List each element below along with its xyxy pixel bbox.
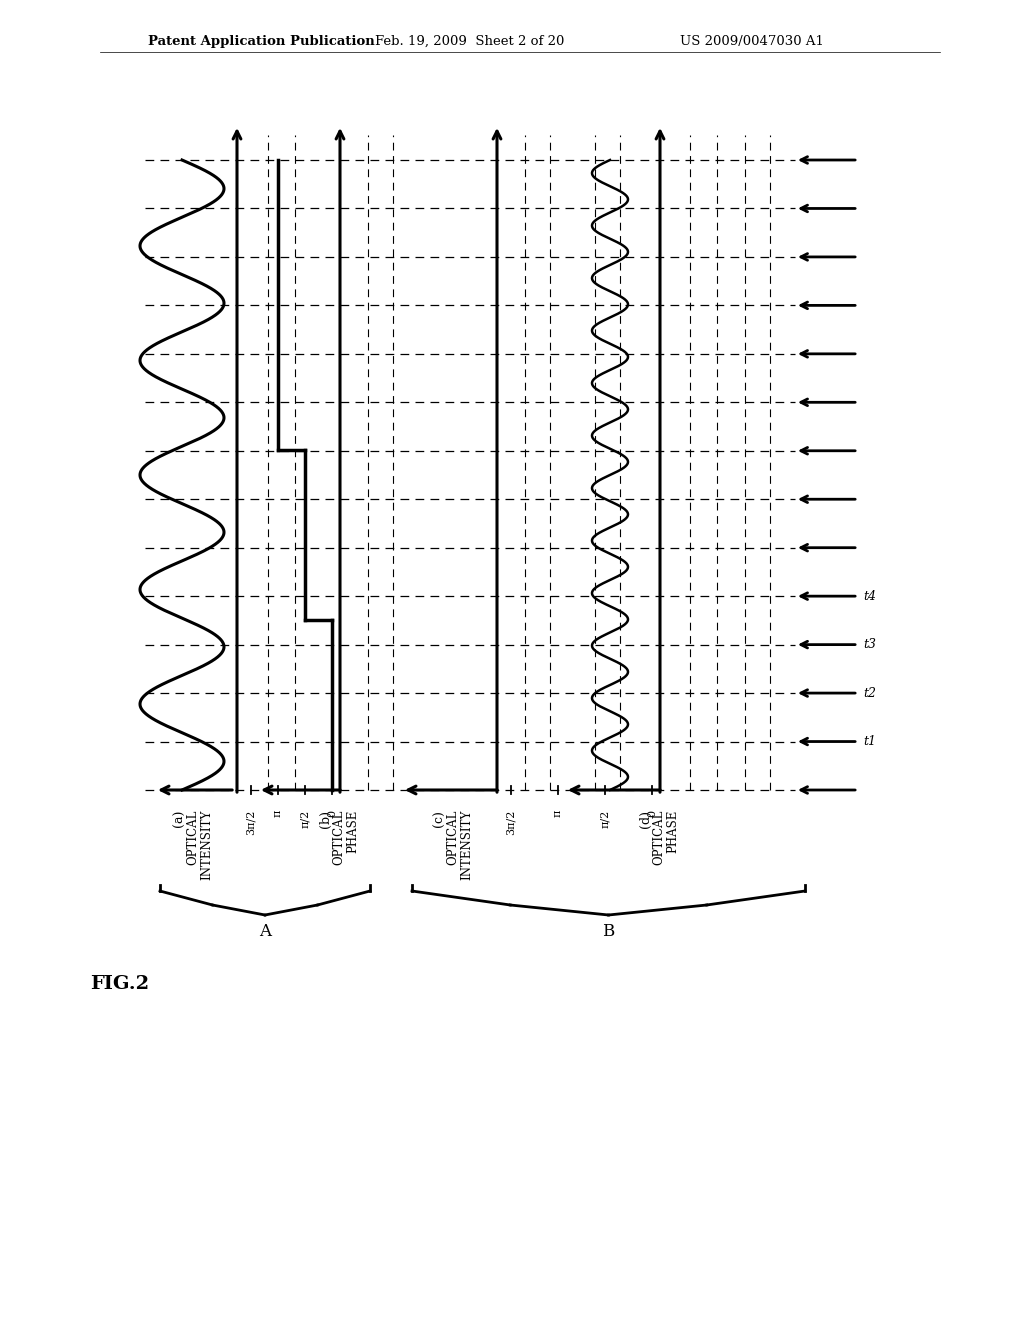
Text: (c): (c) <box>432 810 445 826</box>
Text: (d): (d) <box>639 810 651 828</box>
Text: 0: 0 <box>647 810 657 817</box>
Text: OPTICAL: OPTICAL <box>652 810 666 866</box>
Text: t4: t4 <box>863 590 876 603</box>
Text: π/2: π/2 <box>600 810 610 828</box>
Text: t2: t2 <box>863 686 876 700</box>
Text: US 2009/0047030 A1: US 2009/0047030 A1 <box>680 36 824 48</box>
Text: 0: 0 <box>327 810 337 817</box>
Text: π: π <box>553 810 563 817</box>
Text: OPTICAL: OPTICAL <box>446 810 460 866</box>
Text: INTENSITY: INTENSITY <box>461 810 473 880</box>
Text: t3: t3 <box>863 638 876 651</box>
Text: A: A <box>259 923 271 940</box>
Text: 3π/2: 3π/2 <box>246 810 256 836</box>
Text: INTENSITY: INTENSITY <box>201 810 213 880</box>
Text: PHASE: PHASE <box>667 810 680 853</box>
Text: FIG.2: FIG.2 <box>90 975 150 993</box>
Text: OPTICAL: OPTICAL <box>333 810 345 866</box>
Text: OPTICAL: OPTICAL <box>186 810 200 866</box>
Text: Feb. 19, 2009  Sheet 2 of 20: Feb. 19, 2009 Sheet 2 of 20 <box>375 36 564 48</box>
Text: PHASE: PHASE <box>346 810 359 853</box>
Text: Patent Application Publication: Patent Application Publication <box>148 36 375 48</box>
Text: B: B <box>602 923 614 940</box>
Text: (b): (b) <box>318 810 332 828</box>
Text: t1: t1 <box>863 735 876 748</box>
Text: π: π <box>273 810 283 817</box>
Text: π/2: π/2 <box>300 810 310 828</box>
Text: 3π/2: 3π/2 <box>506 810 516 836</box>
Text: (a): (a) <box>172 810 185 828</box>
